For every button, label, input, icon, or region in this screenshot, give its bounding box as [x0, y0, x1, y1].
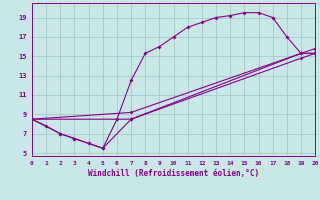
X-axis label: Windchill (Refroidissement éolien,°C): Windchill (Refroidissement éolien,°C)	[88, 169, 259, 178]
